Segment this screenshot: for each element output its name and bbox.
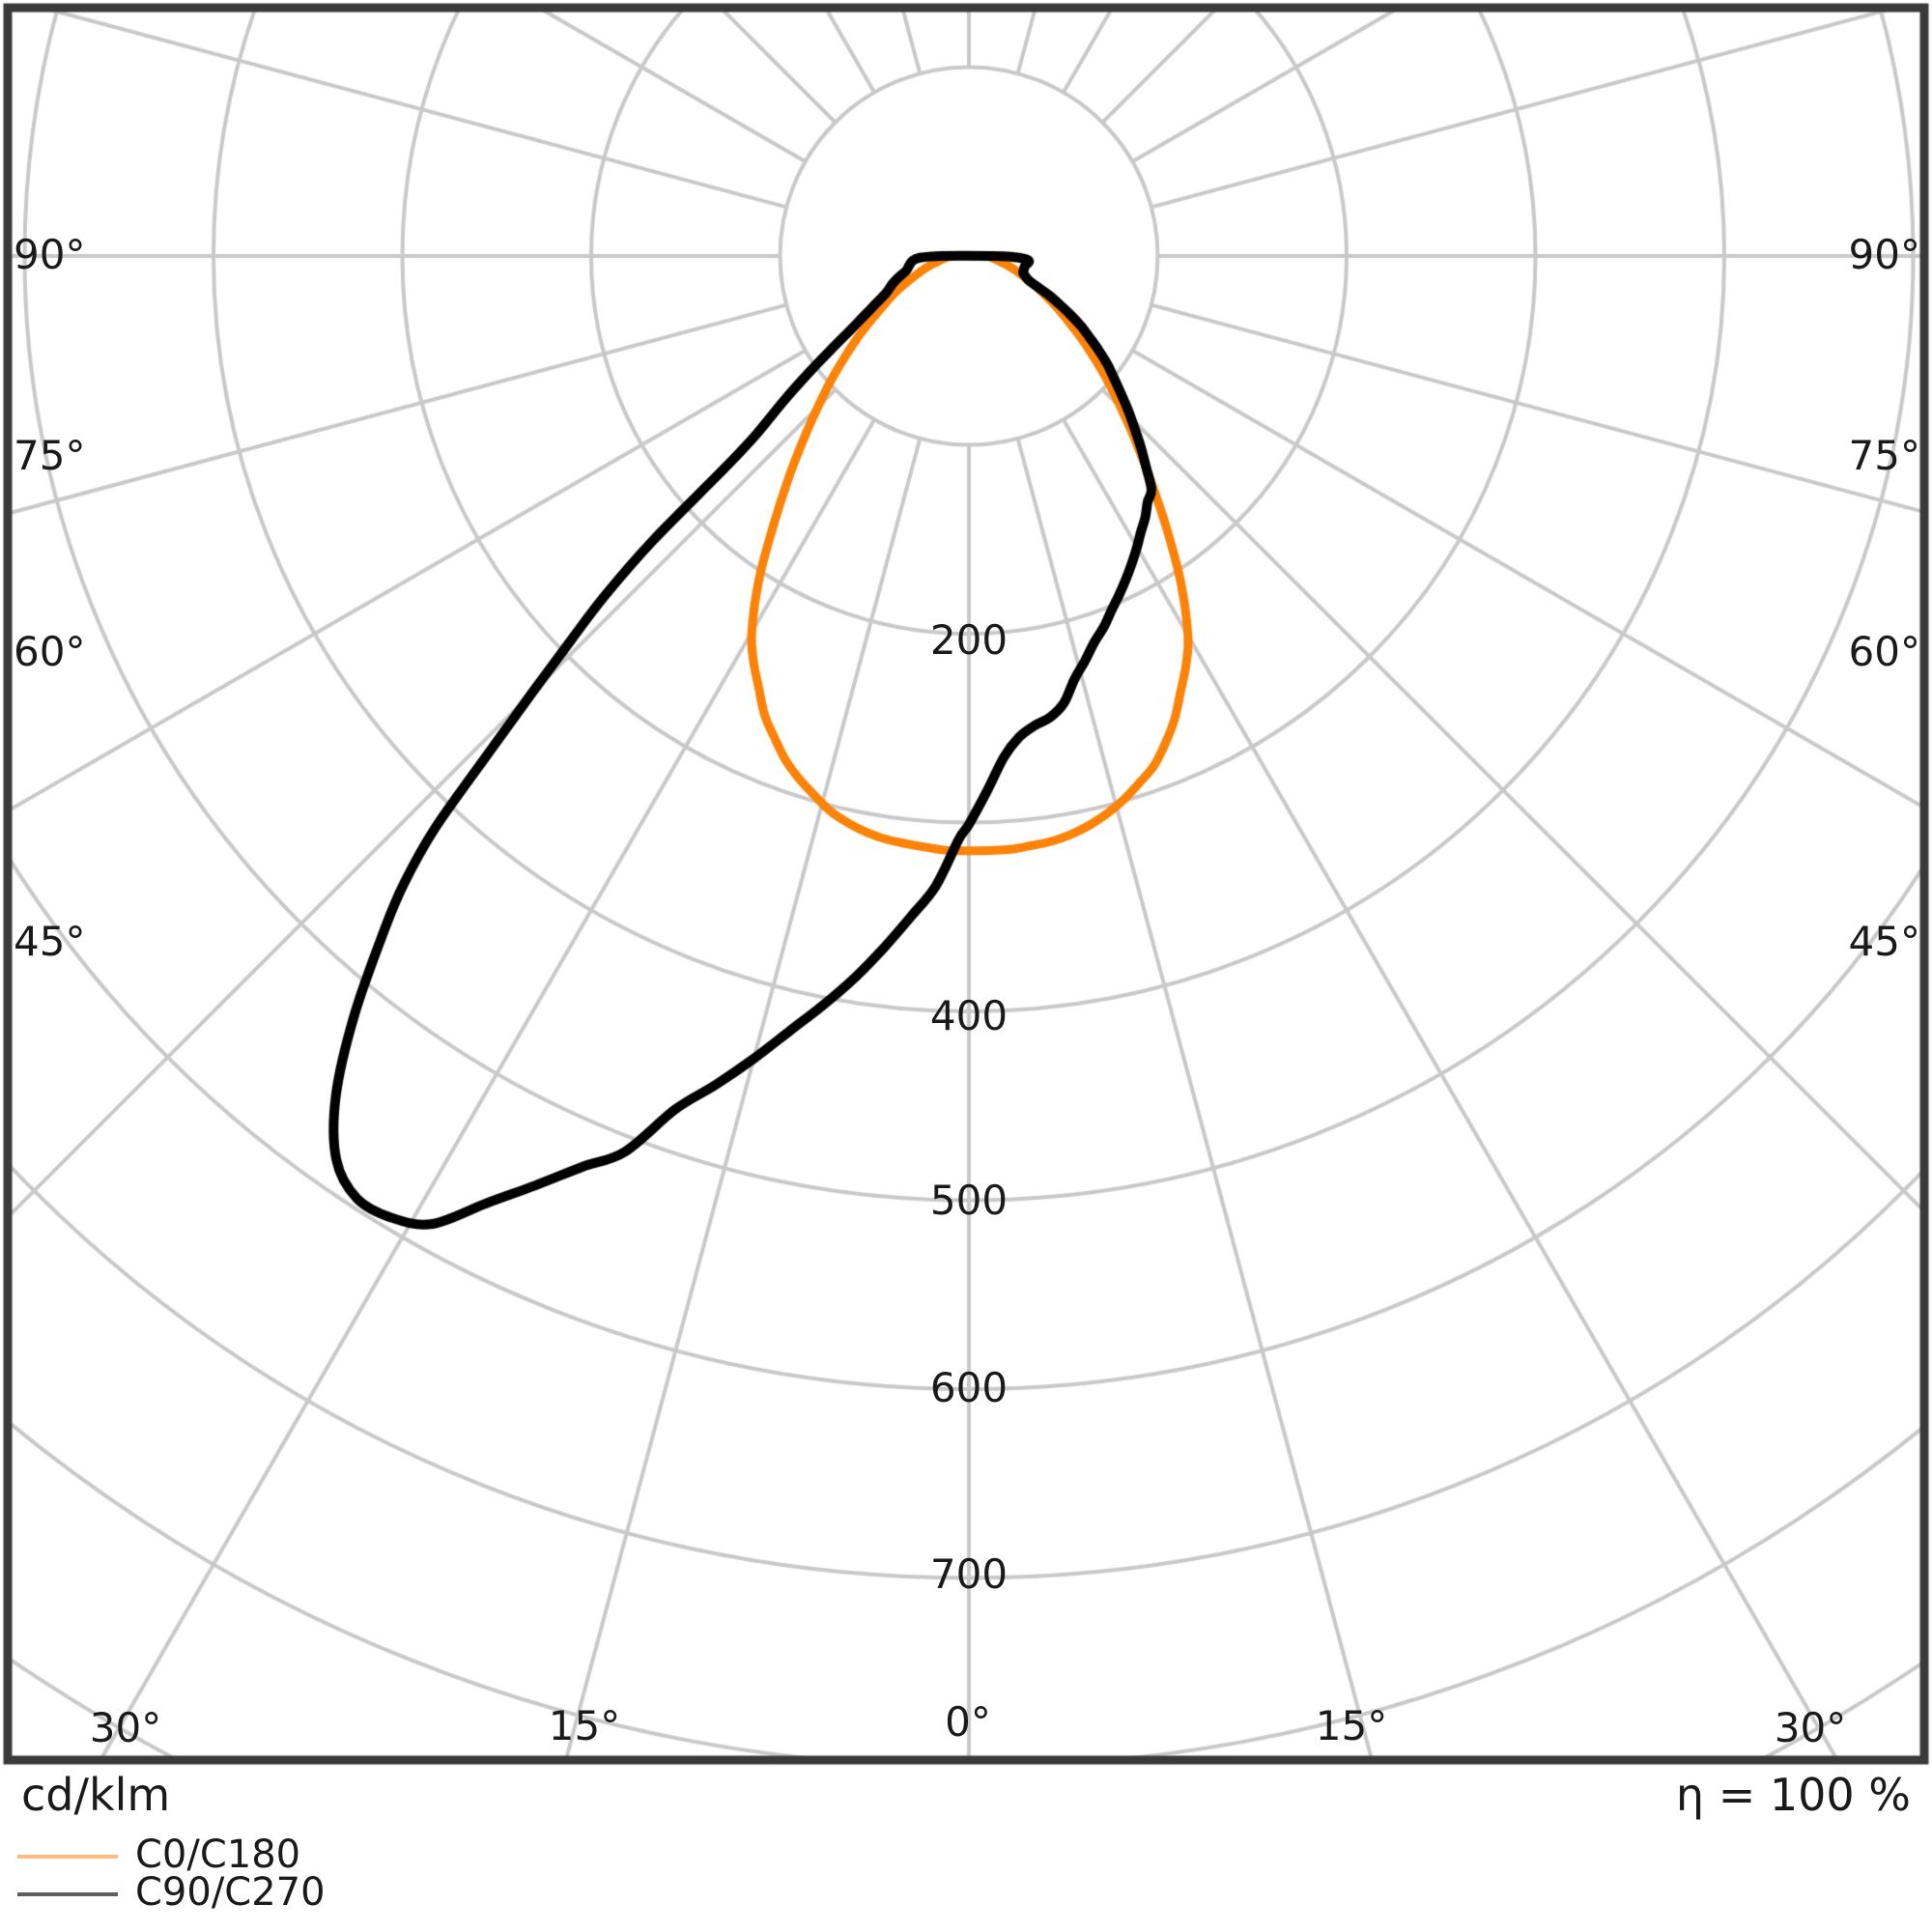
angle-label-left-45: 45° (14, 918, 86, 965)
angle-label-bottom-30-left: 30° (89, 1704, 162, 1751)
efficiency-label: η = 100 % (1675, 1769, 1911, 1821)
ring-label-400: 400 (929, 992, 1009, 1039)
angle-label-left-60: 60° (14, 628, 86, 675)
angle-label-right-75: 75° (1848, 432, 1920, 479)
angle-label-right-45: 45° (1848, 918, 1920, 965)
ring-label-200: 200 (929, 616, 1009, 664)
ring-label-500: 500 (929, 1177, 1009, 1224)
ring-label-700: 700 (929, 1550, 1009, 1598)
angle-label-right-90: 90° (1848, 231, 1920, 278)
legend-label-c0-c180: C0/C180 (135, 1833, 301, 1877)
angle-label-bottom-0: 0° (945, 1698, 991, 1746)
ring-label-600: 600 (929, 1364, 1009, 1411)
angle-label-bottom-15-right: 15° (1315, 1702, 1388, 1749)
angle-label-left-90: 90° (14, 231, 86, 278)
legend-label-c90-c270: C90/C270 (135, 1870, 326, 1915)
angle-label-right-60: 60° (1848, 628, 1920, 675)
angle-label-bottom-15-left: 15° (548, 1702, 621, 1749)
legend-swatch-c0-c180 (17, 1855, 118, 1859)
angle-label-bottom-30-right: 30° (1774, 1704, 1847, 1751)
angle-label-left-75: 75° (14, 432, 86, 479)
units-label: cd/klm (21, 1769, 171, 1821)
legend-swatch-c90-c270 (17, 1892, 118, 1896)
